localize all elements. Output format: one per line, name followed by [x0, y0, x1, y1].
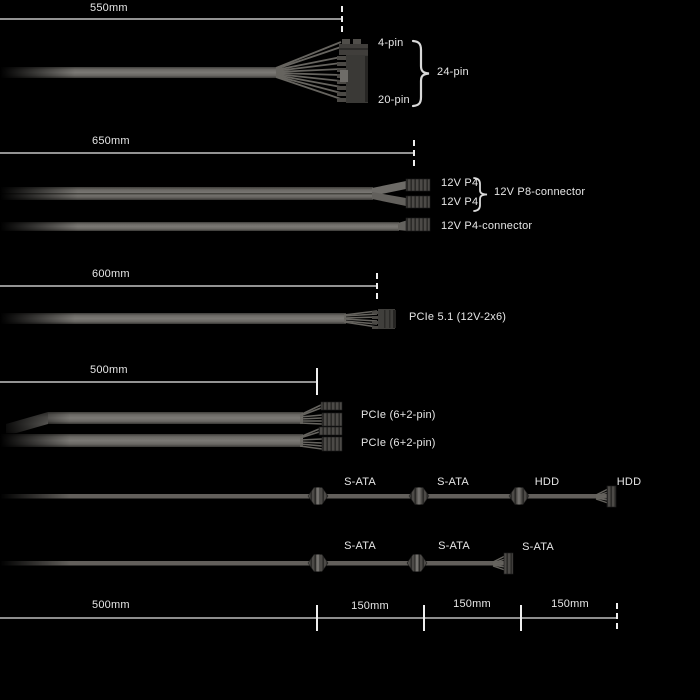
sata-inline-connector [307, 554, 329, 572]
hdd-end-connector [595, 485, 617, 508]
atx-length-label: 550mm [90, 2, 128, 14]
eps-cable-graphic [0, 177, 488, 232]
eps-p4-bottom-label: 12V P4 [441, 196, 479, 208]
eps-p4-top-label: 12V P4 [441, 177, 479, 189]
sata2-label: S-ATA [344, 540, 376, 552]
measure-550mm [0, 6, 343, 32]
pcie51-length-label: 600mm [92, 268, 130, 280]
eps-p4-plug-top [405, 178, 431, 192]
pcie62-length-label: 500mm [90, 364, 128, 376]
hdd2-label: HDD [616, 476, 642, 488]
pcie-2pin-plug-bottom [318, 426, 343, 436]
scale-segment-label: 150mm [453, 598, 491, 610]
sata2-label: S-ATA [522, 541, 554, 553]
eps-p4-plug-single [405, 217, 431, 232]
scale-base-label: 500mm [92, 599, 130, 611]
sata-inline-connector [408, 487, 430, 505]
atx-4pin-label: 4-pin [378, 37, 404, 49]
hdd1-label: HDD [534, 476, 560, 488]
pcie-2pin-plug-top [320, 401, 343, 411]
atx-4pin-connector [339, 39, 368, 55]
sata-inline-connector [307, 487, 329, 505]
eps-p4-connector-label: 12V P4-connector [441, 220, 533, 232]
sata1-label: S-ATA [344, 476, 376, 488]
pcie-6pin-plug-bottom [321, 436, 343, 452]
brace-24pin [411, 39, 430, 108]
scale-segment-label: 150mm [351, 600, 389, 612]
measure-650mm [0, 140, 415, 166]
hdd-inline-connector [508, 487, 530, 505]
eps-p8-connector-label: 12V P8-connector [494, 186, 586, 198]
pcie51-label: PCIe 5.1 (12V-2x6) [409, 311, 507, 323]
eps-p4-plug-bottom [405, 195, 431, 209]
pcie62-bottom-label: PCIe (6+2-pin) [361, 437, 436, 449]
sata-strand-graphic [0, 552, 514, 575]
sata1-label: S-ATA [437, 476, 469, 488]
sata2-label: S-ATA [438, 540, 470, 552]
brace-p8 [473, 177, 488, 212]
pcie51-cable-graphic [0, 309, 396, 329]
atx-20pin-connector [337, 55, 368, 103]
pcie62-top-label: PCIe (6+2-pin) [361, 409, 436, 421]
pcie51-connector [372, 309, 396, 329]
atx-20pin-label: 20-pin [378, 94, 410, 106]
sata-inline-connector [406, 554, 428, 572]
pcie62-cable-graphic [0, 401, 343, 452]
atx-cable-graphic [0, 39, 430, 108]
eps-length-label: 650mm [92, 135, 130, 147]
scale-ruler [0, 603, 618, 632]
measure-500mm [0, 368, 318, 395]
pcie-6pin-plug-top [321, 412, 343, 427]
atx-24pin-label: 24-pin [437, 66, 469, 78]
sata-hdd-strand-graphic [0, 485, 617, 508]
scale-segment-label: 150mm [551, 598, 589, 610]
sata-end-connector [492, 552, 514, 575]
measure-600mm [0, 273, 378, 299]
